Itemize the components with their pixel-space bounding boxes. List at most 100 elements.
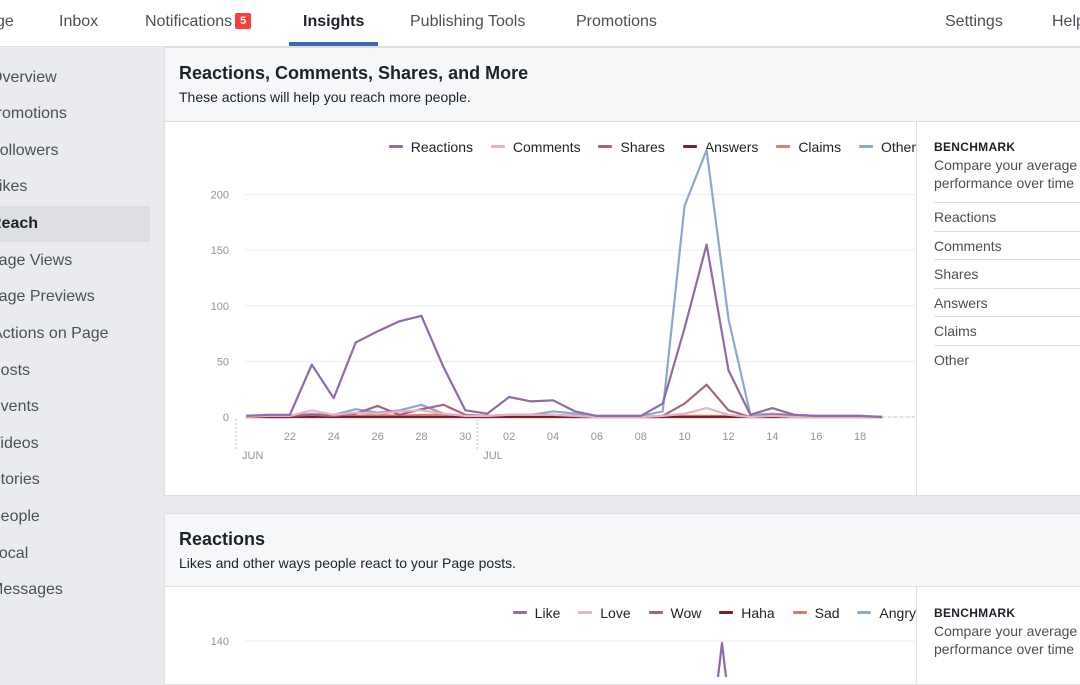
- sidebar-item-posts[interactable]: Posts: [0, 353, 150, 389]
- benchmark-item-reactions[interactable]: Reactions: [934, 202, 1080, 231]
- series-line-comments: [245, 407, 882, 419]
- legend-swatch: [858, 145, 873, 148]
- sidebar-item-people[interactable]: People: [0, 499, 150, 535]
- legend-label: Sad: [814, 605, 840, 621]
- card-title: Reactions: [179, 529, 266, 549]
- benchmark-title: BENCHMARK: [934, 606, 1016, 620]
- card-header: Reactions Likes and other ways people re…: [165, 514, 1080, 587]
- sidebar-item-label: Reach: [0, 215, 39, 232]
- legend-item-reactions[interactable]: Reactions: [388, 139, 474, 155]
- legend-label: Wow: [670, 605, 702, 621]
- sidebar-item-messages[interactable]: Messages: [0, 572, 150, 608]
- legend-label: Reactions: [410, 139, 474, 155]
- x-tick-label: 02: [503, 431, 515, 443]
- series-line-like: [716, 641, 728, 677]
- sidebar-item-actions-on-page[interactable]: Actions on Page: [0, 316, 150, 352]
- benchmark-item-shares[interactable]: Shares: [934, 259, 1080, 288]
- legend-item-shares[interactable]: Shares: [598, 139, 665, 155]
- x-tick-label: 28: [415, 431, 427, 443]
- benchmark-description-line1: Compare your average: [934, 157, 1078, 173]
- month-label: JUN: [242, 450, 263, 462]
- legend-swatch: [578, 611, 593, 614]
- legend-label: Haha: [741, 605, 775, 621]
- legend-label: Angry: [879, 605, 916, 621]
- tab-publishing-tools[interactable]: Publishing Tools: [410, 13, 526, 30]
- actions-card: Reactions, Comments, Shares, and More Th…: [164, 47, 1080, 496]
- legend-swatch: [388, 145, 403, 148]
- x-tick-label: 12: [722, 431, 734, 443]
- tab-notifications-label: Notifications: [145, 13, 233, 30]
- legend-item-claims[interactable]: Claims: [776, 139, 841, 155]
- card-header: Reactions, Comments, Shares, and More Th…: [165, 48, 1080, 122]
- sidebar-item-local[interactable]: Local: [0, 536, 150, 572]
- y-tick-label: 140: [211, 636, 229, 648]
- sidebar-item-likes[interactable]: Likes: [0, 169, 150, 205]
- card-subtitle: Likes and other ways people react to you…: [179, 555, 516, 571]
- legend-item-sad[interactable]: Sad: [792, 605, 840, 621]
- sidebar-item-stories[interactable]: Stories: [0, 462, 150, 498]
- benchmark-item-comments[interactable]: Comments: [934, 231, 1080, 260]
- legend-item-wow[interactable]: Wow: [648, 605, 702, 621]
- y-tick-label: 0: [223, 412, 229, 424]
- sidebar-item-followers[interactable]: Followers: [0, 133, 150, 169]
- legend-label: Shares: [620, 139, 665, 155]
- legend-swatch: [857, 611, 872, 614]
- tab-inbox[interactable]: Inbox: [59, 13, 99, 30]
- x-tick-label: 24: [328, 431, 340, 443]
- benchmark-description-line2: performance over time: [934, 175, 1075, 191]
- sidebar-item-page-views[interactable]: Page Views: [0, 243, 150, 279]
- benchmark-item-answers[interactable]: Answers: [934, 288, 1080, 317]
- reactions-card: Reactions Likes and other ways people re…: [164, 513, 1080, 685]
- benchmark-item-other[interactable]: Other: [934, 345, 1080, 374]
- chart-legend: Like Love Wow Haha Sad Angry: [316, 605, 916, 621]
- sidebar-item-reach[interactable]: Reach: [0, 206, 150, 242]
- top-navigation: ge Inbox Notifications 5 Insights Publish…: [0, 0, 1080, 47]
- legend-label: Other: [880, 139, 916, 155]
- y-tick-label: 50: [217, 356, 229, 368]
- legend-swatch: [776, 145, 791, 148]
- tab-notifications[interactable]: Notifications 5: [145, 0, 252, 46]
- legend-item-answers[interactable]: Answers: [682, 139, 758, 155]
- legend-item-other[interactable]: Other: [858, 139, 916, 155]
- benchmark-item-claims[interactable]: Claims: [934, 316, 1080, 345]
- series-line-reactions: [245, 243, 883, 419]
- card-title: Reactions, Comments, Shares, and More: [179, 63, 529, 83]
- benchmark-description-line1: Compare your average: [934, 623, 1078, 639]
- legend-item-angry[interactable]: Angry: [857, 605, 916, 621]
- legend-item-comments[interactable]: Comments: [490, 139, 581, 155]
- tab-insights[interactable]: Insights: [303, 13, 365, 30]
- x-tick-label: 10: [678, 431, 690, 443]
- legend-item-love[interactable]: Love: [578, 605, 631, 621]
- x-tick-label: 16: [810, 431, 822, 443]
- sidebar-item-label: Page Previews: [0, 288, 95, 305]
- tab-help[interactable]: Help: [1052, 13, 1080, 30]
- actions-line-chart: 0 50 100 150 200 JUN JUL 22 24 26 28 30 02 04 06 08 10 12…: [211, 148, 915, 462]
- sidebar-item-label: Likes: [0, 178, 28, 195]
- x-tick-label: 30: [459, 431, 471, 443]
- month-label: JUL: [483, 450, 503, 462]
- x-tick-label: 26: [371, 431, 383, 443]
- tab-promotions[interactable]: Promotions: [576, 13, 657, 30]
- sidebar-item-videos[interactable]: Videos: [0, 426, 150, 462]
- legend-swatch: [682, 145, 697, 148]
- benchmark-title: BENCHMARK: [934, 140, 1016, 154]
- notification-badge: 5: [235, 13, 252, 29]
- legend-swatch: [512, 611, 527, 614]
- sidebar-item-page-previews[interactable]: Page Previews: [0, 279, 150, 315]
- tab-page[interactable]: ge: [0, 13, 14, 30]
- sidebar-item-label: Messages: [0, 581, 63, 598]
- legend-label: Comments: [512, 139, 581, 155]
- sidebar-item-label: Page Views: [0, 252, 73, 269]
- legend-item-like[interactable]: Like: [512, 605, 560, 621]
- tab-settings[interactable]: Settings: [945, 13, 1003, 30]
- sidebar-item-promotions[interactable]: Promotions: [0, 96, 150, 132]
- sidebar-item-overview[interactable]: Overview: [0, 60, 150, 96]
- legend-swatch: [648, 611, 663, 614]
- x-tick-label: 22: [284, 431, 296, 443]
- legend-swatch: [598, 145, 613, 148]
- y-tick-label: 150: [211, 245, 229, 257]
- sidebar-item-label: Followers: [0, 142, 59, 159]
- card-subtitle: These actions will help you reach more p…: [179, 89, 471, 105]
- sidebar-item-events[interactable]: Events: [0, 389, 150, 425]
- legend-item-haha[interactable]: Haha: [719, 605, 775, 621]
